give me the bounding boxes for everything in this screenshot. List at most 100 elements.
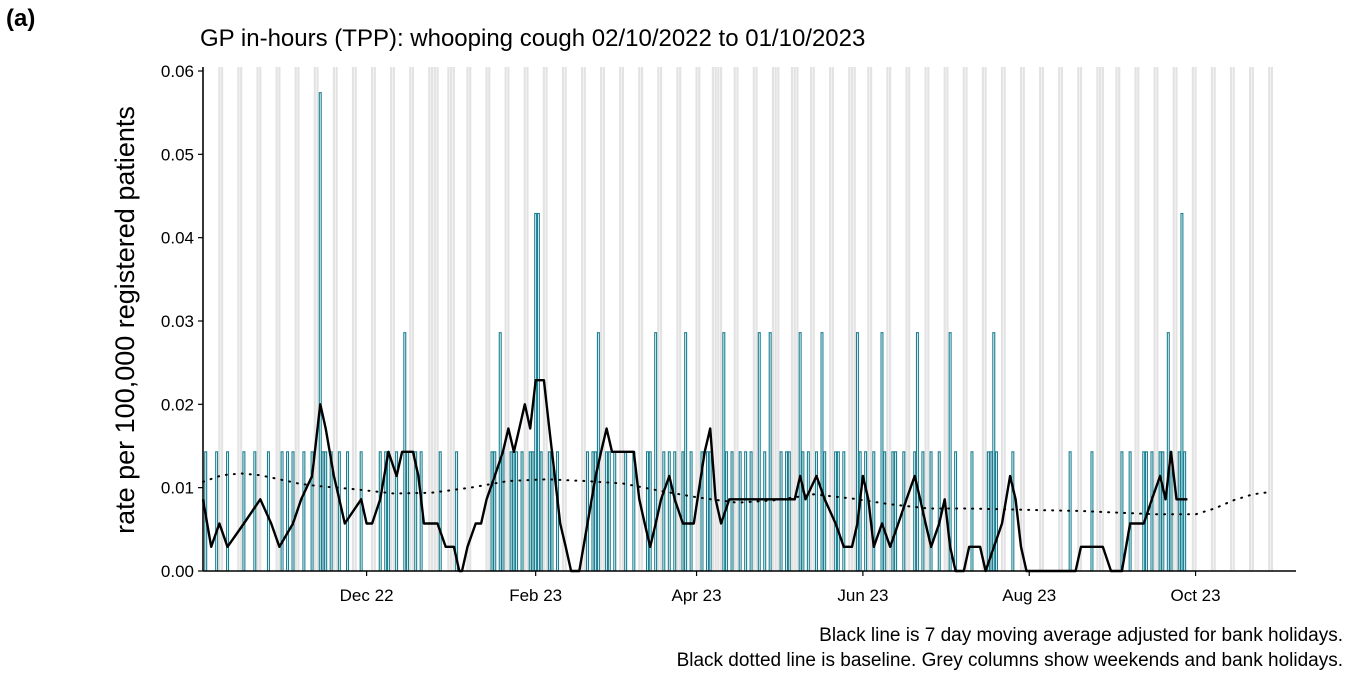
bar: [801, 451, 805, 572]
bar: [359, 451, 363, 572]
bar: [302, 451, 306, 572]
shaded-day: [430, 67, 434, 571]
bar: [986, 451, 990, 572]
bar: [591, 451, 595, 572]
shaded-day: [1077, 67, 1080, 571]
bar: [708, 451, 712, 572]
shaded-day: [447, 67, 450, 571]
shaded-day: [774, 67, 777, 571]
shaded-day: [452, 67, 455, 571]
bar: [929, 451, 933, 572]
bar: [291, 451, 295, 572]
bar: [493, 451, 497, 572]
shaded-day: [1153, 67, 1156, 571]
shaded-day: [1210, 67, 1214, 571]
shaded-day: [733, 67, 736, 571]
shaded-day: [1058, 67, 1061, 571]
bar: [438, 451, 442, 572]
shaded-day: [962, 67, 965, 571]
shaded-day: [580, 67, 584, 571]
x-tick-label: Dec 22: [340, 586, 394, 605]
note: Black dotted line is baseline. Grey colu…: [677, 650, 1343, 671]
shaded-day: [583, 67, 586, 571]
bar: [779, 451, 783, 572]
y-tick-label: 0.00: [161, 562, 194, 581]
bar: [1158, 451, 1162, 572]
bar: [1128, 451, 1132, 572]
shaded-day: [793, 67, 796, 571]
shaded-day: [660, 67, 663, 571]
x-tick-label: Aug 23: [1002, 586, 1056, 605]
bar: [490, 451, 494, 572]
shaded-day: [853, 67, 856, 571]
y-tick-label: 0.01: [161, 479, 194, 498]
shaded-day: [1096, 67, 1099, 571]
shaded-day: [657, 67, 660, 571]
bar: [815, 451, 819, 572]
shaded-day: [335, 67, 338, 571]
shaded-day: [433, 67, 436, 571]
shaded-day: [600, 67, 603, 571]
shaded-day: [332, 67, 335, 571]
shaded-day: [278, 67, 281, 571]
shaded-day: [1022, 67, 1025, 571]
bar: [321, 451, 325, 572]
shaded-day: [411, 67, 415, 571]
shaded-day: [829, 67, 832, 571]
shaded-day: [507, 67, 510, 571]
shaded-day: [886, 67, 889, 571]
shaded-day: [698, 67, 701, 571]
shaded-day: [981, 67, 984, 571]
bar: [1150, 451, 1154, 572]
shaded-day: [1101, 67, 1104, 571]
bar: [785, 451, 789, 572]
bar: [550, 451, 554, 572]
shaded-day: [351, 67, 355, 571]
bar: [280, 451, 284, 572]
shaded-day: [640, 67, 644, 571]
shaded-day: [790, 67, 794, 571]
shaded-day: [450, 67, 453, 571]
shaded-day: [1194, 67, 1197, 571]
shaded-day: [736, 67, 739, 571]
bar: [1161, 451, 1165, 572]
bar: [768, 332, 772, 572]
shaded-day: [469, 67, 472, 571]
bar: [1120, 451, 1124, 572]
shaded-day: [313, 67, 316, 571]
bar: [286, 451, 290, 572]
shaded-day: [564, 67, 567, 571]
bar: [970, 451, 974, 572]
bar: [798, 332, 802, 572]
bar: [1177, 451, 1181, 572]
shaded-day: [965, 67, 968, 571]
y-tick-label: 0.04: [161, 229, 194, 248]
shaded-day: [889, 67, 892, 571]
bar: [509, 451, 513, 572]
bar: [842, 451, 846, 572]
y-tick-label: 0.03: [161, 312, 194, 331]
bar: [266, 451, 270, 572]
shaded-day: [1134, 67, 1137, 571]
bar: [596, 332, 600, 572]
shaded-day: [240, 67, 243, 571]
shaded-day: [714, 67, 717, 571]
bar: [744, 451, 748, 572]
bar: [1180, 212, 1184, 572]
shaded-day: [717, 67, 720, 571]
bar: [705, 451, 709, 572]
bar: [954, 451, 958, 572]
shaded-day: [1118, 67, 1121, 571]
bar: [226, 451, 230, 572]
bar: [324, 451, 328, 572]
shaded-day: [927, 67, 930, 571]
shaded-day: [220, 67, 224, 571]
bar: [645, 451, 649, 572]
shaded-day: [1229, 67, 1233, 571]
y-tick-label: 0.06: [161, 62, 194, 81]
bar: [1183, 451, 1187, 572]
x-tick-label: Oct 23: [1171, 586, 1221, 605]
bar: [531, 451, 535, 572]
moving-average-line: [201, 379, 1188, 573]
shaded-day: [1175, 67, 1178, 571]
